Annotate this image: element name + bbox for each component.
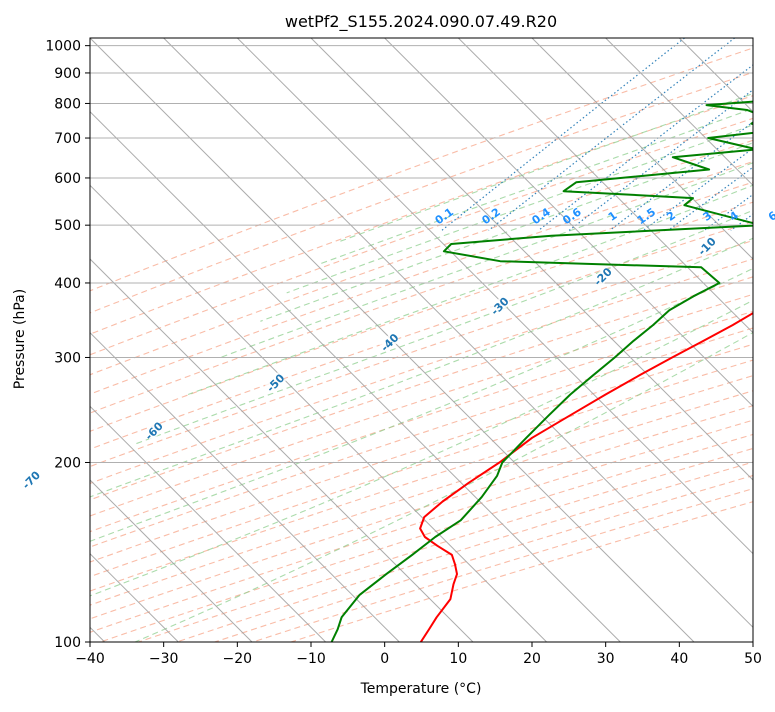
y-tick-label: 900 (54, 66, 81, 82)
x-tick-label: −10 (296, 651, 326, 667)
x-tick-label: 30 (597, 651, 615, 667)
chart-title: wetPf2_S155.2024.090.07.49.R20 (285, 12, 557, 32)
x-tick-label: 50 (744, 651, 762, 667)
y-tick-label: 1000 (45, 39, 81, 55)
y-tick-label: 100 (54, 635, 81, 651)
y-axis-label: Pressure (hPa) (12, 289, 28, 389)
y-tick-label: 600 (54, 171, 81, 187)
x-tick-label: −40 (75, 651, 105, 667)
x-tick-label: 10 (449, 651, 467, 667)
y-tick-label: 700 (54, 131, 81, 147)
y-tick-label: 400 (54, 276, 81, 292)
x-tick-label: 20 (523, 651, 541, 667)
y-tick-label: 300 (54, 350, 81, 366)
y-tick-label: 800 (54, 96, 81, 112)
y-tick-label: 500 (54, 218, 81, 234)
x-tick-label: 40 (670, 651, 688, 667)
x-axis-label: Temperature (°C) (360, 681, 482, 697)
x-tick-label: 0 (380, 651, 389, 667)
y-tick-label: 200 (54, 455, 81, 471)
x-tick-label: −20 (223, 651, 253, 667)
x-tick-label: −30 (149, 651, 179, 667)
